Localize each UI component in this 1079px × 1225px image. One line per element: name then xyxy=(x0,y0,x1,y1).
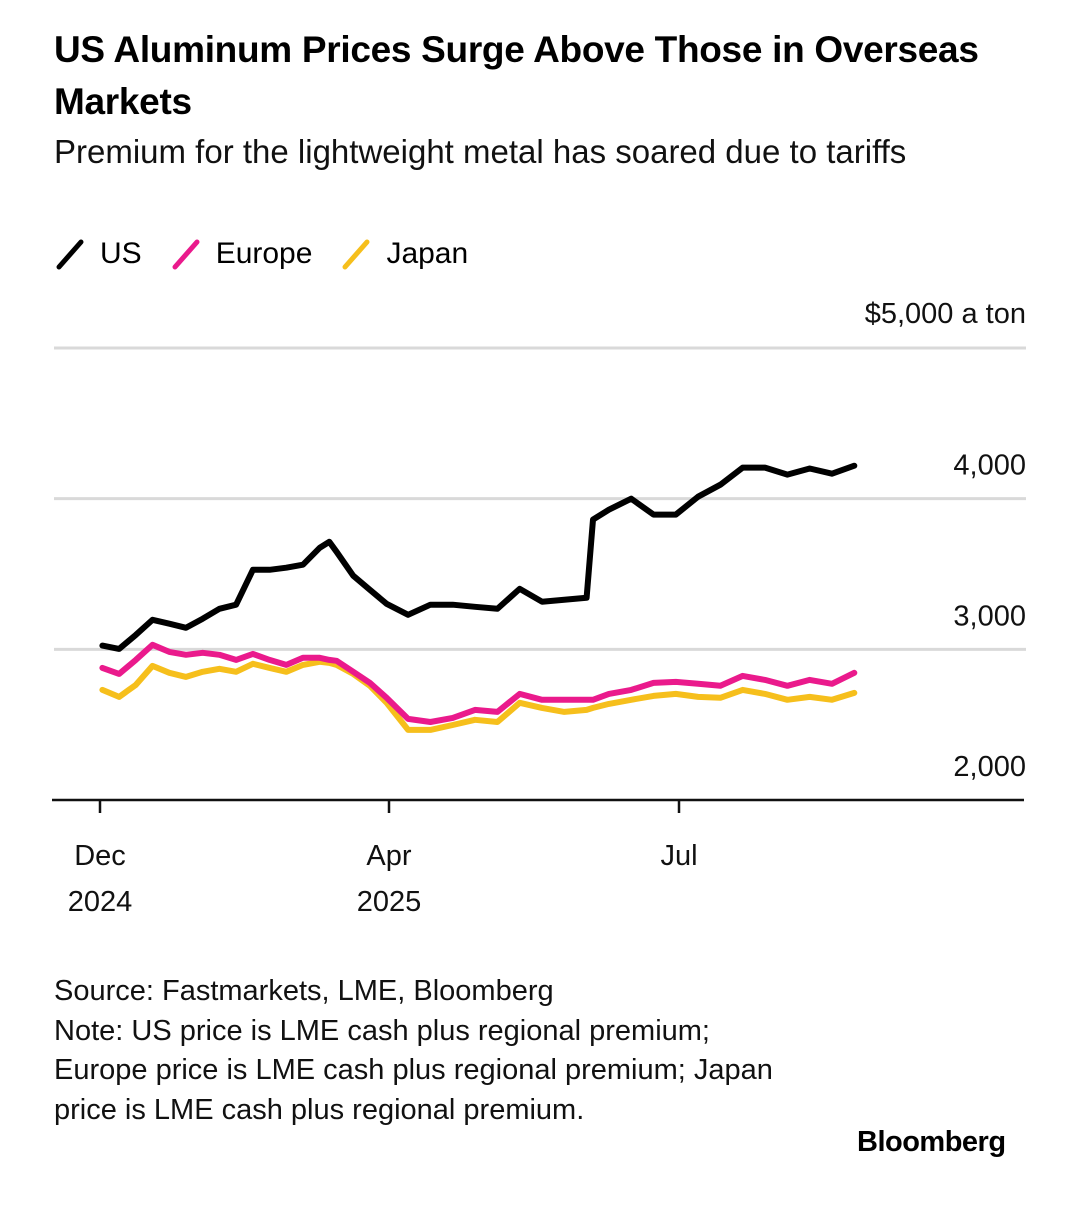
series-line-europe xyxy=(99,641,858,725)
y-tick-label-2000: 2,000 xyxy=(953,751,1026,783)
x-tick-label-dec: Dec xyxy=(74,840,126,872)
series-line-japan xyxy=(99,658,858,733)
y-tick-label-5000: $5,000 a ton xyxy=(865,298,1026,330)
note-text: Note: US price is LME cash plus regional… xyxy=(54,1014,773,1126)
legend-label-japan: Japan xyxy=(386,237,469,270)
x-tick-label-apr: Apr xyxy=(366,840,411,872)
legend-swatch-europe xyxy=(172,239,200,270)
chart-title: US Aluminum Prices Surge Above Those in … xyxy=(54,29,979,122)
legend-swatch-us xyxy=(56,239,84,270)
series-line-us xyxy=(99,462,858,652)
legend-item-us: US xyxy=(54,234,142,274)
footer: Source: Fastmarkets, LME, Bloomberg Note… xyxy=(54,972,774,1130)
y-tick-label-3000: 3,000 xyxy=(953,600,1026,632)
x-tick-year-2025: 2025 xyxy=(357,886,422,918)
x-tick-year-2024: 2024 xyxy=(68,886,133,918)
legend-label-us: US xyxy=(100,237,142,270)
source-text: Source: Fastmarkets, LME, Bloomberg xyxy=(54,975,554,1007)
bloomberg-logo: Bloomberg xyxy=(857,1126,1006,1158)
x-tick-label-jul: Jul xyxy=(660,840,697,872)
chart-subtitle: Premium for the lightweight metal has so… xyxy=(54,133,907,170)
y-tick-label-4000: 4,000 xyxy=(953,450,1026,482)
legend: US Europe Japan xyxy=(54,234,496,274)
legend-swatch-japan xyxy=(342,239,370,270)
legend-item-japan: Japan xyxy=(340,234,468,274)
legend-label-europe: Europe xyxy=(215,237,313,270)
legend-item-europe: Europe xyxy=(170,234,313,274)
